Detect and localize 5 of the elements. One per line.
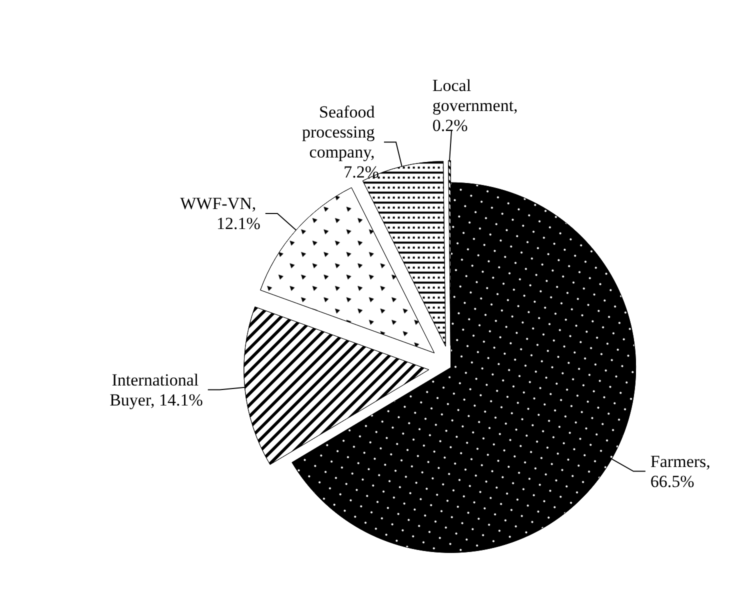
slice-label: Seafood processing company, 7.2% bbox=[302, 102, 379, 182]
slice-label: WWF-VN, 12.1% bbox=[180, 194, 260, 233]
slice-label: Farmers, 66.5% bbox=[650, 452, 715, 491]
slice-label: Local government, 0.2% bbox=[432, 76, 522, 136]
slice-label: International Buyer, 14.1% bbox=[110, 370, 203, 410]
